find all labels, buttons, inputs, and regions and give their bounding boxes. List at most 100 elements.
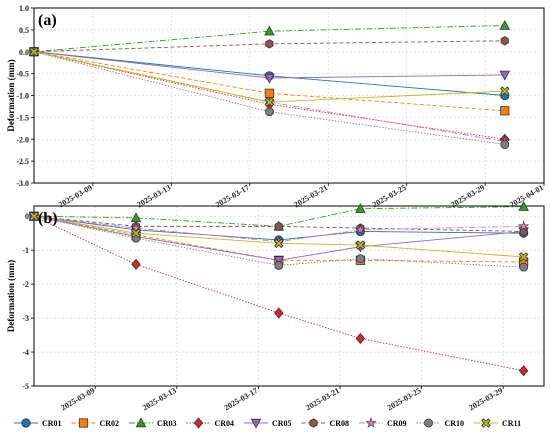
legend-item-cr01: CR01 <box>14 418 62 428</box>
panel-a-series-cr09 <box>28 45 511 147</box>
panel-a-point-cr02 <box>500 106 510 116</box>
panel-b-chart: 0 -1 -2 -3 -4 -5 2025-03-09 2025-03-13 2025-03-1… <box>6 201 545 412</box>
legend-marker-cr01 <box>21 418 31 428</box>
legend-label-cr01: CR01 <box>42 419 62 428</box>
legend-item-cr02: CR02 <box>71 418 120 428</box>
panel-b-point-cr04 <box>274 307 284 319</box>
panel-a-ytick-label: 0.0 <box>19 48 29 57</box>
panel-a-point-cr05 <box>499 70 511 81</box>
panel-a-point-cr10 <box>265 107 274 116</box>
panel-a-point-cr11 <box>264 97 275 107</box>
panel-b-point-cr04 <box>518 365 529 377</box>
panel-a-line-cr09 <box>33 51 505 142</box>
legend-item-cr03: CR03 <box>129 417 177 428</box>
panel-a-ytick-label: 0.5 <box>19 26 29 35</box>
legend-item-cr10: CR10 <box>416 418 465 428</box>
panel-a-series-cr03 <box>28 19 511 56</box>
panel-b-xtick-label: 2025-03-29 <box>467 386 504 412</box>
legend-marker-cr08 <box>309 418 318 428</box>
panel-a-label: (a) <box>38 12 57 29</box>
legend-marker-cr11 <box>481 418 491 428</box>
legend-marker-cr02 <box>78 418 89 428</box>
panel-a-point-cr05 <box>264 73 275 84</box>
panel-a-xtick-label: 2025-04-01 <box>508 183 545 209</box>
panel-b-ytick-label: -5 <box>22 382 29 391</box>
panel-b-point-cr05 <box>273 256 285 266</box>
panel-a-series-cr11 <box>29 46 510 107</box>
panel-a-line-cr03 <box>33 25 505 53</box>
panel-a-xtick-label: 2025-03-29 <box>449 183 486 209</box>
legend-item-cr09: CR09 <box>359 417 407 428</box>
panel-a-point-cr11 <box>500 86 510 96</box>
legend-item-cr08: CR08 <box>301 418 350 428</box>
panel-a-chart: 1.0 0.5 0.0 -0.5 -1.0 -1.5 -2.0 -2.5 -3.0 2025-03… <box>6 4 545 209</box>
panel-b-ytick-label: -1 <box>22 246 29 255</box>
panel-b-point-cr10 <box>274 261 284 270</box>
panel-a-ytick-label: -0.5 <box>16 70 29 79</box>
panel-b-point-cr04 <box>131 258 141 271</box>
legend-marker-cr03 <box>135 417 147 428</box>
panel-b-xtick-label: 2025-03-13 <box>141 386 178 412</box>
panel-b-ytick-label: 0 <box>25 212 29 221</box>
panel-b-point-cr09 <box>517 220 530 232</box>
panel-b-point-cr03 <box>518 201 529 211</box>
panel-a-point-cr08 <box>500 36 509 46</box>
panel-a-point-cr08 <box>265 39 274 49</box>
panel-b-point-cr08 <box>274 221 283 232</box>
legend-label-cr02: CR02 <box>100 419 120 428</box>
legend-label-cr10: CR10 <box>445 419 465 428</box>
legend-label-cr11: CR11 <box>502 419 521 428</box>
panel-a-xtick-label: 2025-03-09 <box>57 183 94 209</box>
legend-marker-cr04 <box>193 417 204 429</box>
panel-b-ytick-label: -3 <box>22 314 29 323</box>
panel-b-point-cr11 <box>29 211 39 221</box>
panel-b-point-cr10 <box>519 262 528 272</box>
legend: CR01 CR02 CR03 CR04 CR05 CR08 CR09 CR10 CR11 <box>14 417 521 429</box>
panel-a-ytick-label: -1.0 <box>16 92 29 101</box>
panel-a-ytick-label: -2.0 <box>16 135 29 144</box>
panel-a-ylabel: Deformation (mm) <box>6 59 16 131</box>
panel-b-xtick-label: 2025-03-25 <box>386 386 423 412</box>
panel-b-point-cr11 <box>518 252 529 262</box>
panel-b-point-cr10 <box>356 254 365 263</box>
legend-marker-cr10 <box>424 418 433 428</box>
panel-a-xtick-label: 2025-03-17 <box>214 183 251 209</box>
panel-a-xtick-label: 2025-03-21 <box>292 183 329 209</box>
panel-a-xtick-label: 2025-03-13 <box>135 183 172 209</box>
panel-b-series-cr11 <box>29 211 529 262</box>
panel-a-point-cr10 <box>500 140 510 149</box>
panel-a-point-cr03 <box>499 19 511 30</box>
panel-b-point-cr11 <box>355 240 366 250</box>
legend-label-cr03: CR03 <box>157 419 177 428</box>
panel-b-ytick-label: -2 <box>22 280 29 289</box>
legend-item-cr05: CR05 <box>244 418 292 429</box>
panel-b-point-cr03 <box>355 203 366 213</box>
panel-b-point-cr11 <box>274 238 284 249</box>
panel-b-frame <box>33 205 545 387</box>
panel-b-point-cr03 <box>130 212 142 223</box>
panel-b-line-cr04 <box>33 215 524 372</box>
legend-label-cr08: CR08 <box>330 419 350 428</box>
panel-b-point-cr11 <box>131 228 141 238</box>
panel-b-xtick-label: 2025-03-21 <box>304 386 341 412</box>
legend-label-cr04: CR04 <box>215 419 235 428</box>
legend-label-cr09: CR09 <box>387 419 407 428</box>
panel-a-ytick-label: 1.0 <box>19 4 29 13</box>
panel-a-point-cr11 <box>29 46 39 57</box>
legend-marker-cr09 <box>365 417 377 428</box>
panel-b-line-cr08 <box>33 215 524 232</box>
legend-item-cr04: CR04 <box>186 417 235 429</box>
panel-a-line-cr02 <box>33 51 505 112</box>
panel-b-ytick-label: -4 <box>22 348 29 357</box>
panel-a-ytick-label: -3.0 <box>16 179 29 188</box>
panel-b-point-cr04 <box>355 332 366 345</box>
panel-a-series-cr08 <box>29 36 509 57</box>
panel-a-ytick-label: -1.5 <box>16 113 29 122</box>
legend-item-cr11: CR11 <box>474 418 521 428</box>
panel-a-point-cr03 <box>264 25 275 36</box>
panel-b-ylabel: Deformation (mm) <box>6 260 16 332</box>
panel-b-label: (b) <box>38 210 58 227</box>
panel-b-point-cr09 <box>130 222 142 233</box>
panel-a-series-cr05 <box>28 47 511 84</box>
